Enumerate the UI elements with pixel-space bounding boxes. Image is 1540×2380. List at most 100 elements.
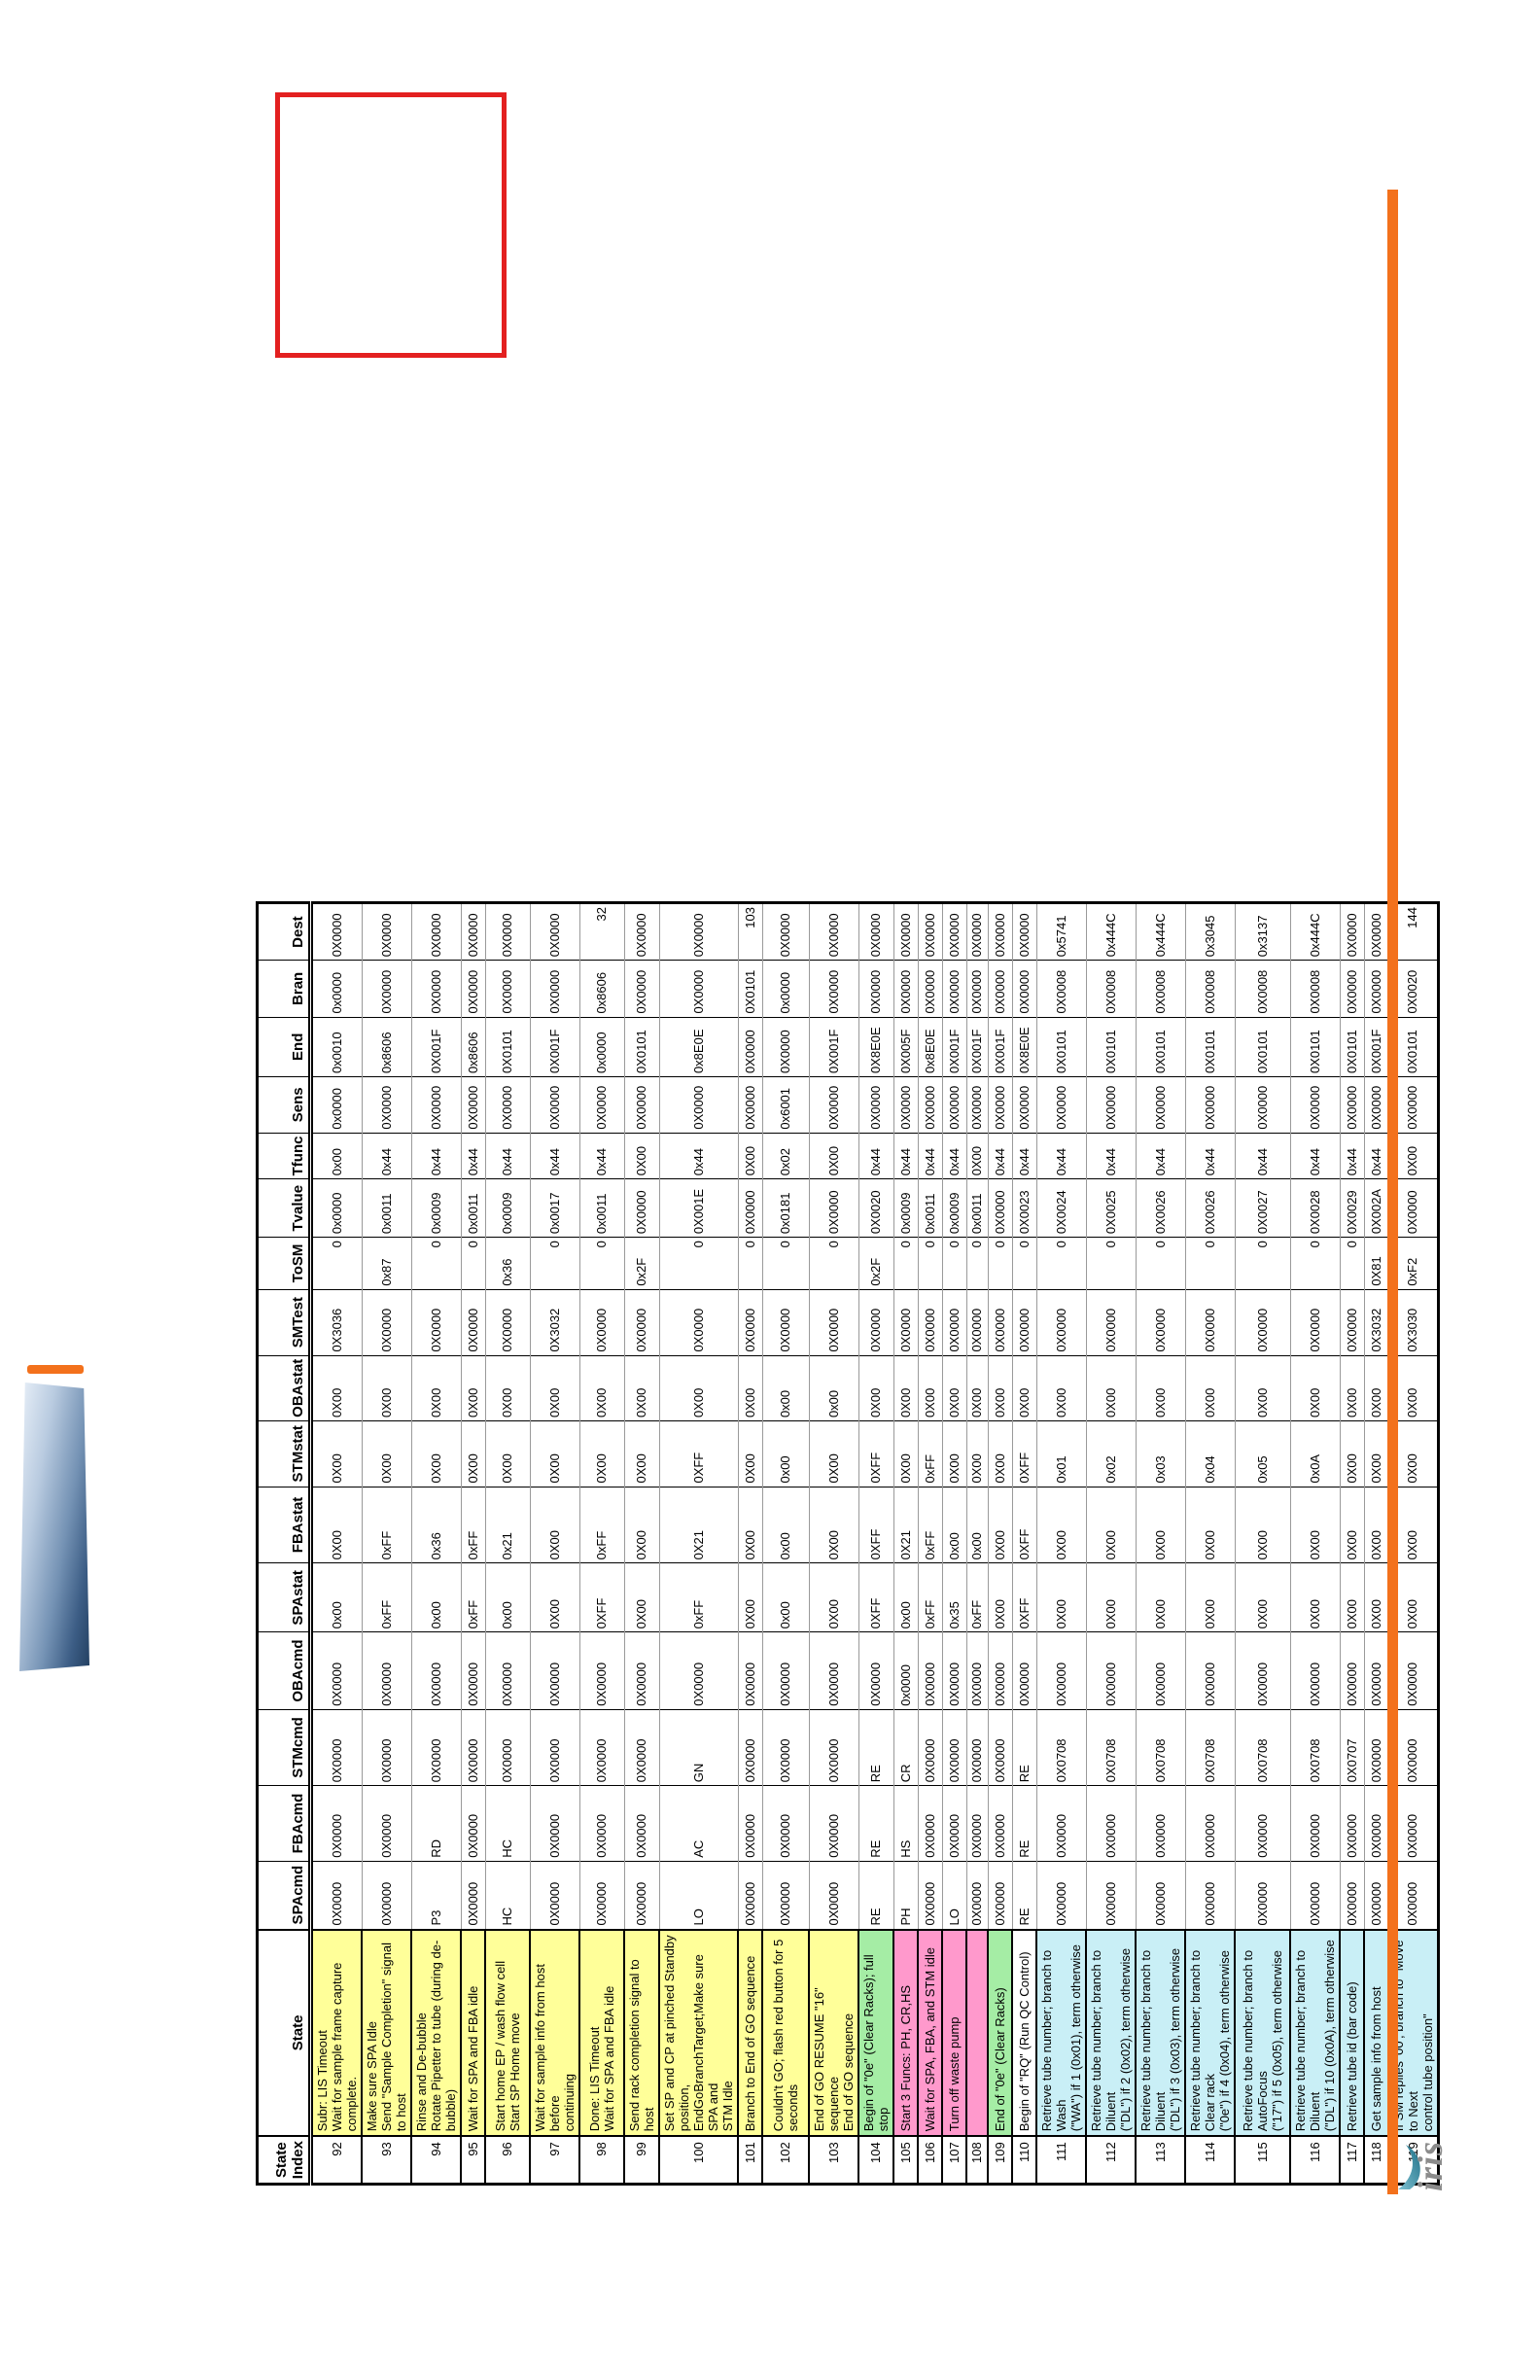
state-description-cell: Wait for sample info from host before co…	[530, 1929, 579, 2137]
value-cell-tvalue: 0X0025	[1086, 1178, 1136, 1238]
value-cell-fbastat: 0xFF	[918, 1487, 942, 1563]
state-row-103: 103 End of GO RESUME "16" sequence End of…	[809, 902, 858, 2185]
value-cell-end: 0x0010	[310, 1017, 362, 1077]
value-cell-sens: 0X0000	[1136, 1076, 1185, 1134]
value-cell-dest: 0X0000	[942, 902, 966, 961]
state-row-118: 118 Get sample info from host 0X0000 0X0000…	[1364, 902, 1388, 2185]
value-cell-fbacmd: 0X0000	[738, 1785, 762, 1862]
state-index-cell: 113	[1136, 2136, 1185, 2185]
state-description-cell: Start 3 Funcs: PH, CR,HS	[893, 1929, 918, 2137]
value-cell-tvalue: 0X002A	[1364, 1178, 1388, 1238]
value-cell-stmcmd: CR	[893, 1709, 918, 1786]
value-cell-fbacmd: 0X0000	[461, 1785, 485, 1862]
value-cell-spastat: 0X00	[988, 1562, 1012, 1632]
value-cell-end: 0X8E0E	[1012, 1017, 1036, 1077]
value-cell-stmstat: 0X00	[624, 1420, 659, 1488]
value-cell-spastat: 0xFF	[659, 1562, 738, 1632]
value-cell-fbastat: 0X21	[893, 1487, 918, 1563]
value-cell-end: 0X005F	[893, 1017, 918, 1077]
value-cell-sens: 0X0000	[1340, 1076, 1364, 1134]
value-cell-spacmd: 0X0000	[738, 1861, 762, 1930]
value-cell-tfunc: 0x44	[1086, 1133, 1136, 1179]
state-index-cell: 116	[1290, 2136, 1340, 2185]
state-row-93: 93 Make sure SPA Idle Send "Sample Comple…	[362, 902, 411, 2185]
value-cell-tvalue: 0x0009	[485, 1178, 530, 1238]
value-cell-stmstat: 0X00	[310, 1420, 362, 1488]
value-cell-spastat: 0XFF	[1012, 1562, 1036, 1632]
value-cell-tosm: 0x2F	[858, 1237, 893, 1290]
value-cell-dest: 103	[738, 902, 762, 961]
value-cell-end: 0x8E0E	[659, 1017, 738, 1077]
value-cell-spastat: 0X00	[738, 1562, 762, 1632]
column-header-stmstat: STMstat	[257, 1420, 311, 1488]
value-cell-stmstat: 0X00	[485, 1420, 530, 1488]
value-cell-sens: 0X0000	[624, 1076, 659, 1134]
value-cell-obacmd: 0X0000	[579, 1631, 624, 1710]
column-header-fbastat: FBAstat	[257, 1487, 311, 1563]
state-row-111: 111 Retrieve tube number; branch to Wash …	[1036, 902, 1086, 2185]
state-description-cell	[966, 1929, 988, 2137]
value-cell-tfunc: 0x44	[411, 1133, 461, 1179]
value-cell-smtest: 0X0000	[579, 1289, 624, 1356]
value-cell-tfunc: 0x44	[485, 1133, 530, 1179]
value-cell-spastat: 0x00	[411, 1562, 461, 1632]
value-cell-spacmd: 0X0000	[1036, 1861, 1086, 1930]
value-cell-sens: 0X0000	[893, 1076, 918, 1134]
value-cell-fbacmd: 0X0000	[1364, 1785, 1388, 1862]
state-index-cell: 105	[893, 2136, 918, 2185]
value-cell-fbacmd: 0X0000	[1136, 1785, 1185, 1862]
value-cell-end: 0x8E0E	[918, 1017, 942, 1077]
value-cell-smtest: 0X0000	[966, 1289, 988, 1356]
value-cell-stmstat: 0XFF	[659, 1420, 738, 1488]
value-cell-tvalue: 0x0011	[579, 1178, 624, 1238]
value-cell-fbacmd: 0X0000	[1340, 1785, 1364, 1862]
column-header-end: End	[257, 1017, 311, 1077]
value-cell-bran: 0X0101	[738, 960, 762, 1018]
value-cell-spacmd: HC	[485, 1861, 530, 1930]
value-cell-obastat: 0X00	[738, 1355, 762, 1421]
value-cell-stmstat: 0x0A	[1290, 1420, 1340, 1488]
value-cell-stmcmd: 0X0000	[1364, 1709, 1388, 1786]
value-cell-dest: 0X0000	[362, 902, 411, 961]
value-cell-smtest: 0X0000	[893, 1289, 918, 1356]
value-cell-spacmd: 0X0000	[461, 1861, 485, 1930]
value-cell-tvalue: 0x0017	[530, 1178, 579, 1238]
state-index-cell: 96	[485, 2136, 530, 2185]
value-cell-fbastat: 0X00	[738, 1487, 762, 1563]
value-cell-stmcmd: 0X0708	[1036, 1709, 1086, 1786]
value-cell-tvalue: 0x0009	[893, 1178, 918, 1238]
value-cell-obacmd: 0X0000	[809, 1631, 858, 1710]
value-cell-fbacmd: 0X0000	[1086, 1785, 1136, 1862]
value-cell-spacmd: 0X0000	[988, 1861, 1012, 1930]
state-index-cell: 109	[988, 2136, 1012, 2185]
value-cell-tvalue: 0X0023	[1012, 1178, 1036, 1238]
value-cell-tosm: 0	[1340, 1237, 1364, 1290]
state-row-105: 105 Start 3 Funcs: PH, CR,HS PH HS CR 0x0000 0…	[893, 902, 918, 2185]
state-index-cell: 107	[942, 2136, 966, 2185]
value-cell-stmcmd: 0X0000	[461, 1709, 485, 1786]
value-cell-tosm: 0	[411, 1237, 461, 1290]
value-cell-end: 0X0101	[1036, 1017, 1086, 1077]
value-cell-sens: 0X0000	[858, 1076, 893, 1134]
value-cell-fbacmd: 0X0000	[988, 1785, 1012, 1862]
value-cell-sens: 0X0000	[362, 1076, 411, 1134]
value-cell-smtest: 0X3032	[530, 1289, 579, 1356]
value-cell-stmstat: 0X00	[362, 1420, 411, 1488]
value-cell-bran: 0X0008	[1036, 960, 1086, 1018]
value-cell-fbacmd: RE	[858, 1785, 893, 1862]
value-cell-tfunc: 0x44	[362, 1133, 411, 1179]
value-cell-bran: 0X0000	[942, 960, 966, 1018]
value-cell-stmcmd: 0X0000	[362, 1709, 411, 1786]
column-header-obastat: OBAstat	[257, 1355, 311, 1421]
column-header-stmcmd: STMcmd	[257, 1709, 311, 1786]
value-cell-obastat: 0X00	[1235, 1355, 1290, 1421]
value-cell-stmstat: 0x03	[1136, 1420, 1185, 1488]
state-description-cell: Couldn't GO; flash red button for 5 seco…	[762, 1929, 809, 2137]
value-cell-obastat: 0X00	[530, 1355, 579, 1421]
value-cell-spacmd: 0X0000	[1086, 1861, 1136, 1930]
value-cell-spacmd: 0X0000	[579, 1861, 624, 1930]
value-cell-stmcmd: 0X0708	[1086, 1709, 1136, 1786]
value-cell-obacmd: 0X0000	[918, 1631, 942, 1710]
state-description-cell: Turn off waste pump	[942, 1929, 966, 2137]
value-cell-fbacmd: 0X0000	[809, 1785, 858, 1862]
